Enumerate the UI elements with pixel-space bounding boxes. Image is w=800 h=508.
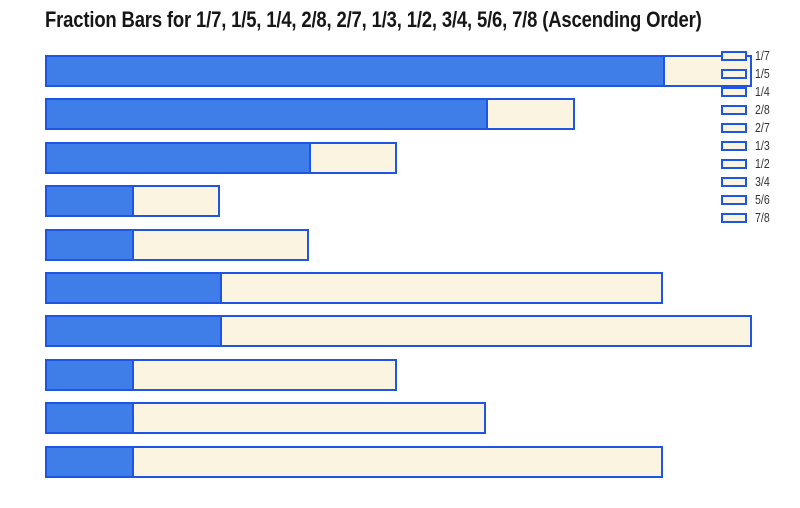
legend-item-1-5[interactable]: 1/5 [721, 67, 772, 81]
fraction-bar-5-6 [45, 98, 575, 131]
fraction-bar-1-2 [45, 185, 221, 218]
filled-segment [45, 402, 134, 435]
legend-label: 1/7 [755, 49, 770, 63]
remainder-segment [220, 315, 752, 348]
legend-swatch-icon [721, 51, 747, 61]
legend-item-1-3[interactable]: 1/3 [721, 139, 772, 153]
legend: 1/7 1/5 1/4 2/8 2/7 1/3 1/2 3/4 5/6 7/8 [721, 49, 772, 225]
legend-item-3-4[interactable]: 3/4 [721, 175, 772, 189]
fraction-bar-3-4 [45, 141, 398, 174]
fraction-bar-1-3 [45, 228, 309, 261]
filled-segment [45, 358, 134, 391]
legend-label: 7/8 [755, 211, 770, 225]
filled-segment [45, 315, 223, 348]
chart-title: Fraction Bars for 1/7, 1/5, 1/4, 2/8, 2/… [45, 7, 702, 32]
legend-item-2-8[interactable]: 2/8 [721, 103, 772, 117]
remainder-segment [131, 228, 309, 261]
legend-label: 1/5 [755, 67, 770, 81]
legend-swatch-icon [721, 123, 747, 133]
legend-item-1-7[interactable]: 1/7 [721, 49, 772, 63]
legend-swatch-icon [721, 141, 747, 151]
fraction-bar-2-8 [45, 315, 752, 348]
filled-segment [45, 445, 134, 478]
legend-item-5-6[interactable]: 5/6 [721, 193, 772, 207]
remainder-segment [308, 141, 398, 174]
legend-label: 3/4 [755, 175, 770, 189]
legend-item-1-2[interactable]: 1/2 [721, 157, 772, 171]
remainder-segment [486, 98, 575, 131]
legend-swatch-icon [721, 213, 747, 223]
filled-segment [45, 141, 311, 174]
filled-segment [45, 228, 134, 261]
legend-item-7-8[interactable]: 7/8 [721, 211, 772, 225]
legend-label: 5/6 [755, 193, 770, 207]
remainder-segment [131, 185, 221, 218]
remainder-segment [131, 358, 398, 391]
filled-segment [45, 185, 134, 218]
fraction-bar-1-4 [45, 358, 398, 391]
legend-label: 1/2 [755, 157, 770, 171]
legend-label: 2/8 [755, 103, 770, 117]
filled-segment [45, 55, 666, 87]
legend-item-1-4[interactable]: 1/4 [721, 85, 772, 99]
legend-swatch-icon [721, 177, 747, 187]
filled-segment [45, 98, 488, 131]
legend-label: 2/7 [755, 121, 770, 135]
fraction-bar-1-7 [45, 445, 664, 478]
remainder-segment [131, 402, 486, 435]
legend-label: 1/3 [755, 139, 770, 153]
legend-swatch-icon [721, 69, 747, 79]
legend-label: 1/4 [755, 85, 770, 99]
legend-item-2-7[interactable]: 2/7 [721, 121, 772, 135]
legend-swatch-icon [721, 87, 747, 97]
fraction-bar-1-5 [45, 402, 486, 435]
filled-segment [45, 272, 223, 304]
legend-swatch-icon [721, 105, 747, 115]
remainder-segment [220, 272, 664, 304]
fraction-bar-7-8 [45, 55, 752, 87]
fraction-bar-2-7 [45, 272, 664, 304]
remainder-segment [131, 445, 664, 478]
legend-swatch-icon [721, 195, 747, 205]
legend-swatch-icon [721, 159, 747, 169]
